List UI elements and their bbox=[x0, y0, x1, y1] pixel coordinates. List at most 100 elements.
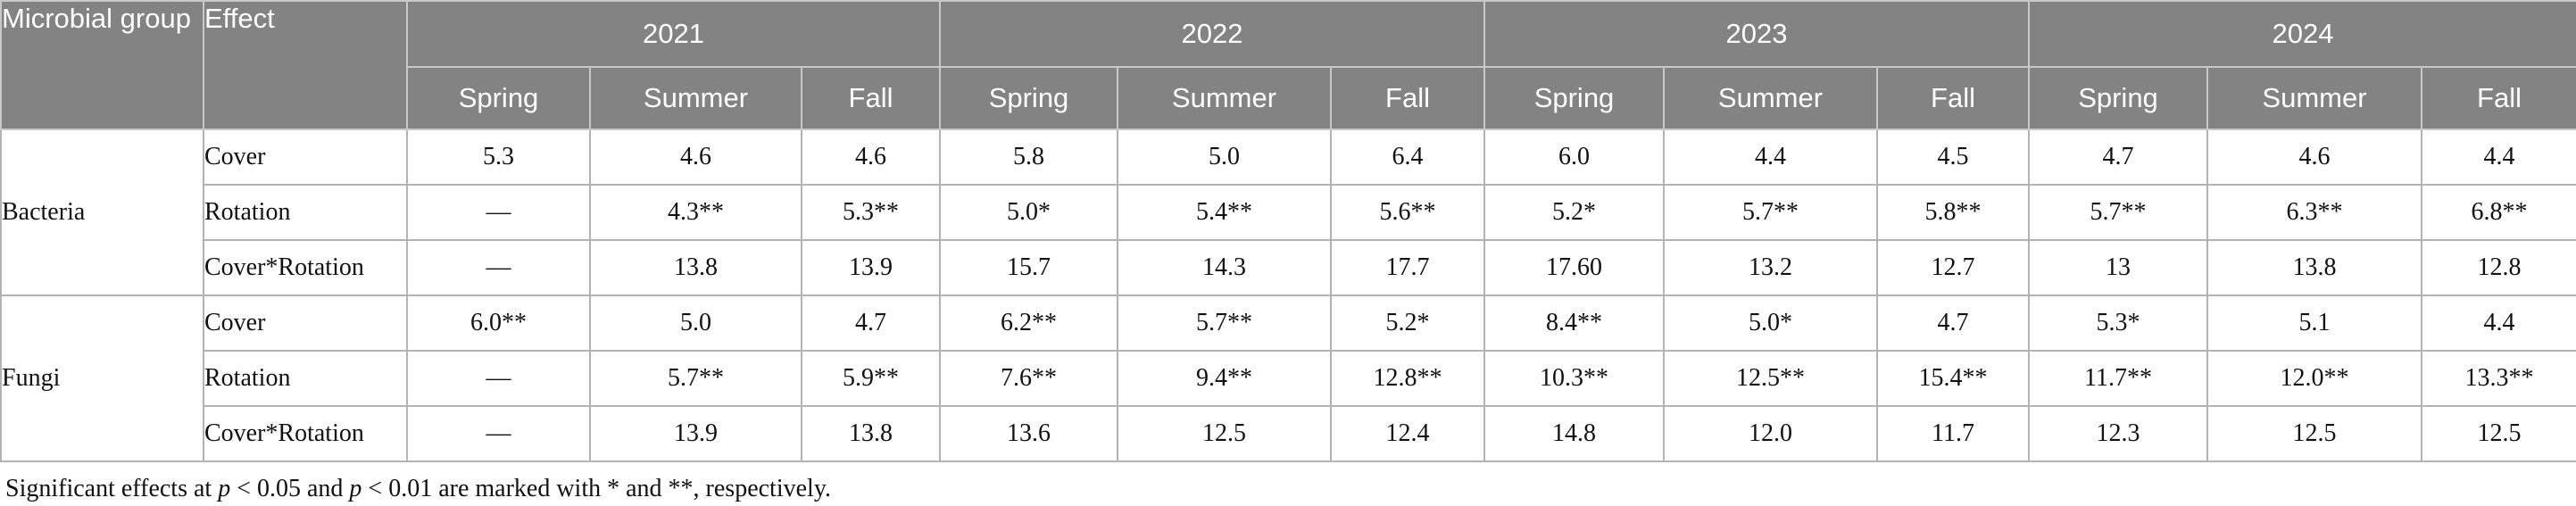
table-cell: 12.0 bbox=[1663, 405, 1878, 462]
season-header-fall-2022: Fall bbox=[1330, 66, 1485, 130]
table-cell: — bbox=[406, 239, 591, 296]
table-cell: 13.8 bbox=[2206, 239, 2422, 296]
table-cell: 5.9** bbox=[801, 350, 941, 407]
table-cell: 13.9 bbox=[801, 239, 941, 296]
table-cell: 12.4 bbox=[1330, 405, 1485, 462]
year-header-2022: 2022 bbox=[939, 0, 1485, 68]
table-cell: 6.2** bbox=[939, 294, 1118, 352]
table-cell: 5.2* bbox=[1330, 294, 1485, 352]
table-cell: 15.7 bbox=[939, 239, 1118, 296]
effect-label: Cover bbox=[203, 129, 408, 186]
table-header: Microbial group Effect 2021 2022 2023 20… bbox=[0, 0, 2576, 130]
table-cell: 5.0* bbox=[1663, 294, 1878, 352]
year-header-2024: 2024 bbox=[2028, 0, 2576, 68]
table-cell: 5.7** bbox=[1663, 184, 1878, 241]
table-cell: 6.3** bbox=[2206, 184, 2422, 241]
effect-label: Cover*Rotation bbox=[203, 405, 408, 462]
header-row-seasons: Spring Summer Fall Spring Summer Fall Sp… bbox=[1, 66, 2576, 130]
table-cell: 14.8 bbox=[1483, 405, 1665, 462]
table-cell: 11.7** bbox=[2028, 350, 2208, 407]
table-cell: 9.4** bbox=[1117, 350, 1332, 407]
col-header-microbial-group: Microbial group bbox=[0, 0, 204, 130]
season-header-summer-2024: Summer bbox=[2206, 66, 2422, 130]
table-cell: 4.6 bbox=[589, 129, 802, 186]
season-header-spring-2021: Spring bbox=[406, 66, 591, 130]
table-cell: 7.6** bbox=[939, 350, 1118, 407]
year-header-2023: 2023 bbox=[1483, 0, 2030, 68]
table-cell: 12.0** bbox=[2206, 350, 2422, 407]
table-cell: 5.8 bbox=[939, 129, 1118, 186]
table-cell: 12.3 bbox=[2028, 405, 2208, 462]
table-cell: 15.4** bbox=[1876, 350, 2030, 407]
table-cell: — bbox=[406, 184, 591, 241]
table-cell: 5.0* bbox=[939, 184, 1118, 241]
table-cell: 5.2* bbox=[1483, 184, 1665, 241]
table-cell: 13.9 bbox=[589, 405, 802, 462]
table-cell: 5.0 bbox=[1117, 129, 1332, 186]
table-cell: 13 bbox=[2028, 239, 2208, 296]
table-cell: 6.4 bbox=[1330, 129, 1485, 186]
anova-table: Microbial group Effect 2021 2022 2023 20… bbox=[0, 0, 2576, 462]
table-cell: 13.8 bbox=[589, 239, 802, 296]
table-cell: 10.3** bbox=[1483, 350, 1665, 407]
group-name-fungi: Fungi bbox=[0, 294, 204, 462]
table-cell: 5.1 bbox=[2206, 294, 2422, 352]
table-cell: 12.5 bbox=[2206, 405, 2422, 462]
table-row: Bacteria Cover 5.3 4.6 4.6 5.8 5.0 6.4 6… bbox=[0, 129, 2576, 296]
table-row: Fungi Cover 6.0** 5.0 4.7 6.2** 5.7** 5.… bbox=[0, 294, 2576, 462]
table-cell: 8.4** bbox=[1483, 294, 1665, 352]
header-row-years: Microbial group Effect 2021 2022 2023 20… bbox=[0, 0, 2576, 130]
season-header-summer-2023: Summer bbox=[1663, 66, 1878, 130]
season-header-fall-2024: Fall bbox=[2421, 66, 2576, 130]
table-cell: 12.5 bbox=[1117, 405, 1332, 462]
table-cell: 6.0 bbox=[1483, 129, 1665, 186]
season-header-summer-2022: Summer bbox=[1117, 66, 1332, 130]
table-cell: 14.3 bbox=[1117, 239, 1332, 296]
table-cell: 13.6 bbox=[939, 405, 1118, 462]
table-cell: 4.4 bbox=[2421, 294, 2576, 352]
table-cell: 5.3 bbox=[406, 129, 591, 186]
season-header-fall-2021: Fall bbox=[801, 66, 941, 130]
table-cell: 13.3** bbox=[2421, 350, 2576, 407]
year-header-2021: 2021 bbox=[406, 0, 941, 68]
table-cell: 11.7 bbox=[1876, 405, 2030, 462]
table-cell: 5.3** bbox=[801, 184, 941, 241]
table-cell: 5.0 bbox=[589, 294, 802, 352]
table-cell: 5.8** bbox=[1876, 184, 2030, 241]
effect-label: Cover*Rotation bbox=[203, 239, 408, 296]
table-cell: 5.7** bbox=[1117, 294, 1332, 352]
table-cell: 4.7 bbox=[2028, 129, 2208, 186]
effect-label: Rotation bbox=[203, 184, 408, 241]
col-header-effect: Effect bbox=[203, 0, 408, 130]
table-cell: 4.4 bbox=[2421, 129, 2576, 186]
table-row: Rotation — 5.7** 5.9** 7.6** 9.4** 12.8*… bbox=[1, 350, 2576, 407]
table-cell: 4.4 bbox=[1663, 129, 1878, 186]
table-cell: 4.7 bbox=[1876, 294, 2030, 352]
footnote-p-italic: p bbox=[349, 475, 362, 502]
table-cell: 12.8 bbox=[2421, 239, 2576, 296]
season-header-spring-2024: Spring bbox=[2028, 66, 2208, 130]
table-cell: — bbox=[406, 405, 591, 462]
group-name-bacteria: Bacteria bbox=[0, 129, 204, 296]
footnote-text: < 0.01 are marked with * and **, respect… bbox=[361, 475, 831, 502]
effect-label: Cover bbox=[203, 294, 408, 352]
table-row: Cover*Rotation — 13.9 13.8 13.6 12.5 12.… bbox=[1, 405, 2576, 462]
table-cell: 13.8 bbox=[801, 405, 941, 462]
effect-label: Rotation bbox=[203, 350, 408, 407]
table-cell: 4.6 bbox=[801, 129, 941, 186]
table-cell: 4.7 bbox=[801, 294, 941, 352]
season-header-summer-2021: Summer bbox=[589, 66, 802, 130]
season-header-spring-2023: Spring bbox=[1483, 66, 1665, 130]
table-cell: 5.6** bbox=[1330, 184, 1485, 241]
table-body: Bacteria Cover 5.3 4.6 4.6 5.8 5.0 6.4 6… bbox=[0, 129, 2576, 462]
table-cell: 6.8** bbox=[2421, 184, 2576, 241]
table-cell: 17.60 bbox=[1483, 239, 1665, 296]
table-cell: 5.4** bbox=[1117, 184, 1332, 241]
season-header-fall-2023: Fall bbox=[1876, 66, 2030, 130]
table-cell: 12.8** bbox=[1330, 350, 1485, 407]
table-cell: 6.0** bbox=[406, 294, 591, 352]
table-cell: 4.6 bbox=[2206, 129, 2422, 186]
table-cell: 5.3* bbox=[2028, 294, 2208, 352]
footnote-text: Significant effects at bbox=[5, 475, 219, 502]
table-cell: 12.5 bbox=[2421, 405, 2576, 462]
